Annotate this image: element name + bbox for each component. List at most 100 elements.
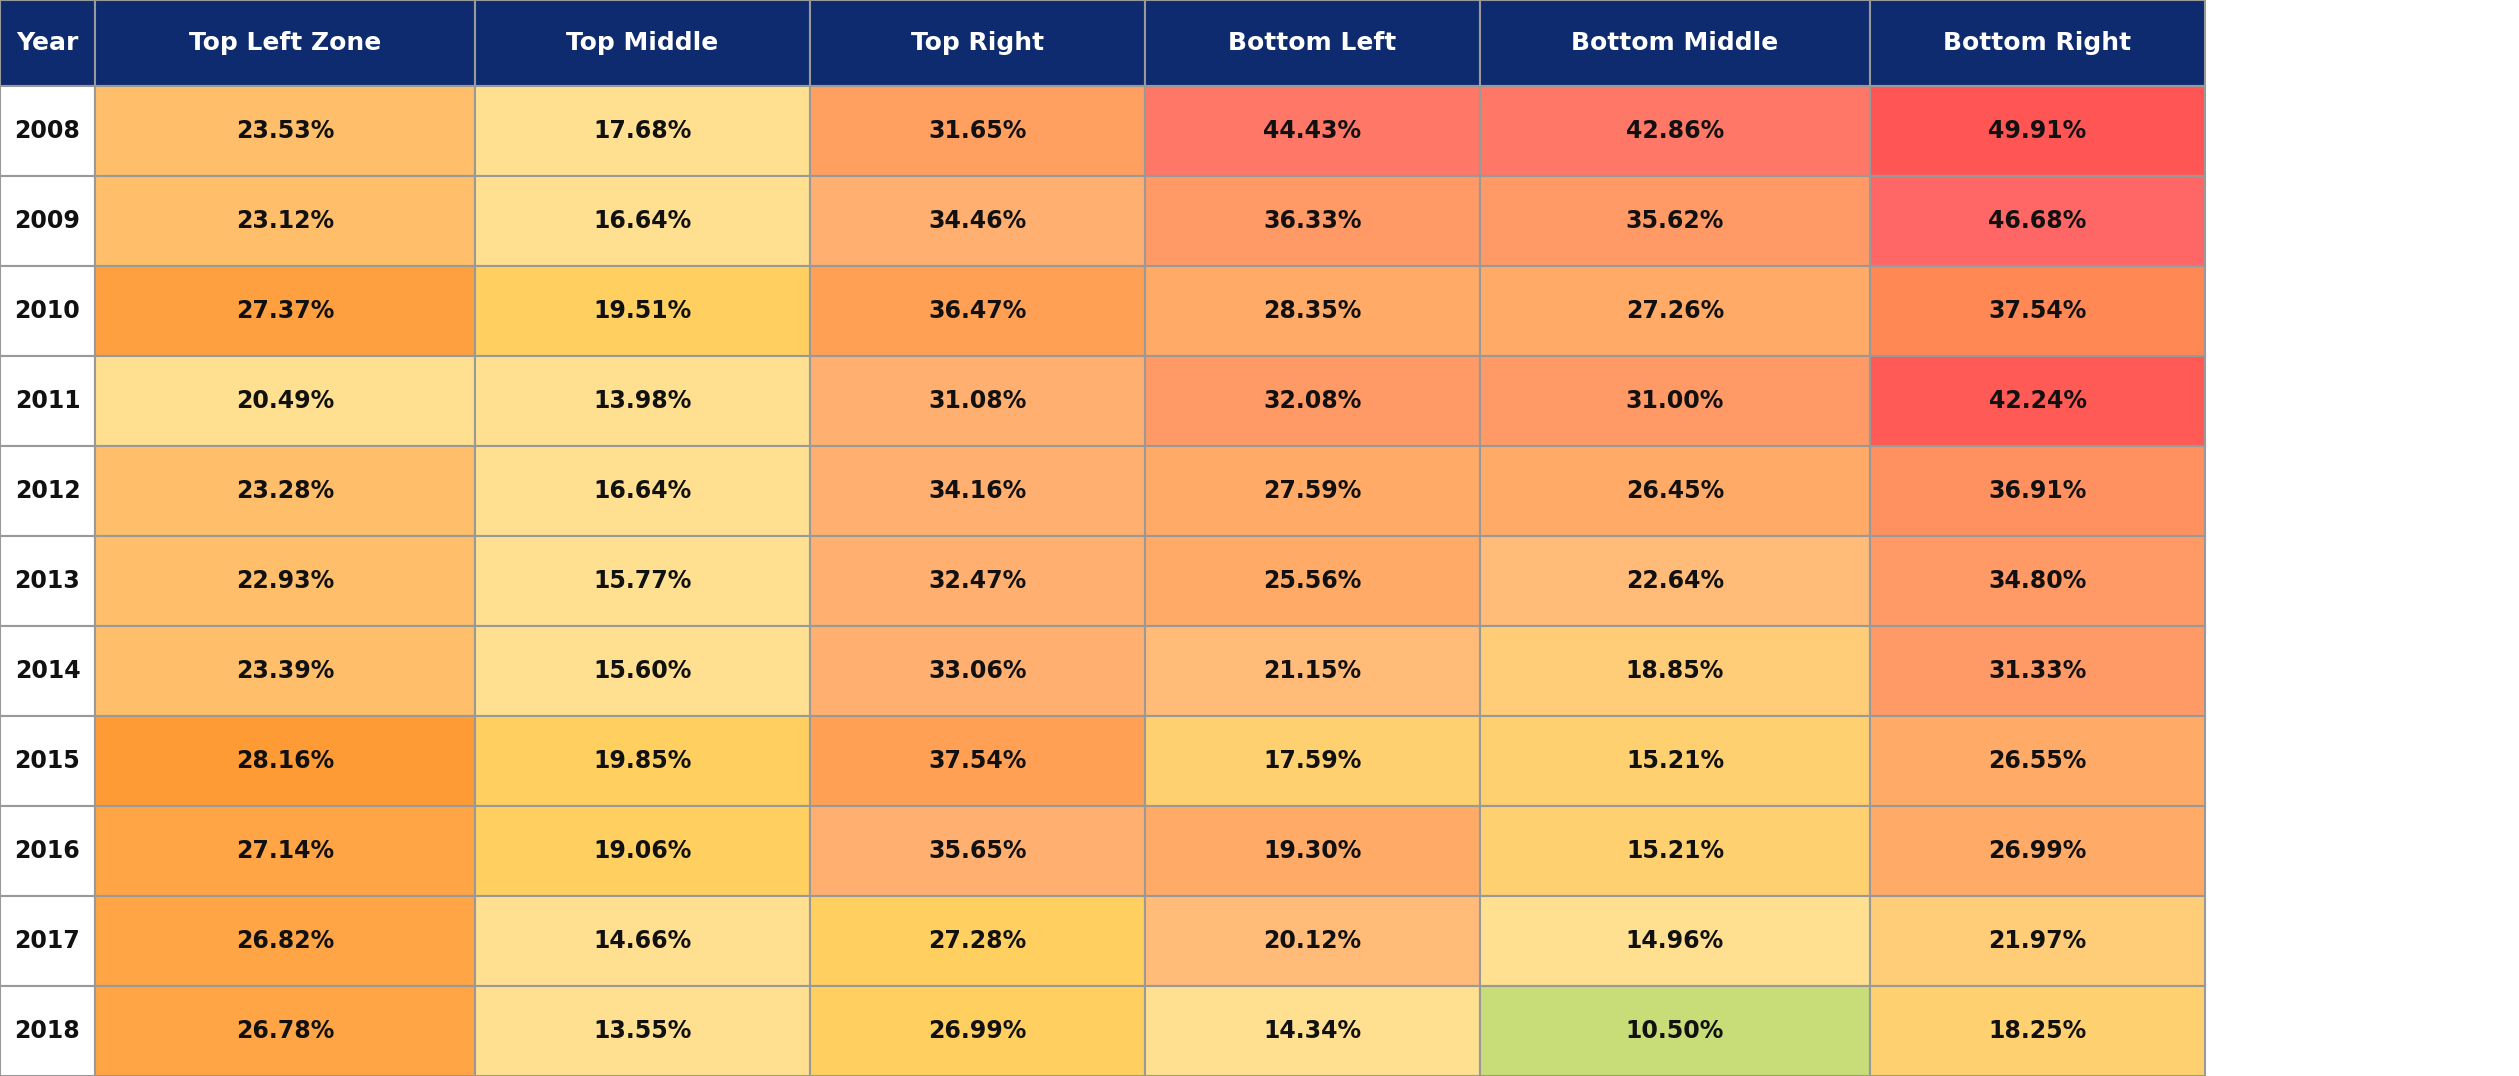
Bar	[1146, 0, 1481, 86]
Bar	[1869, 356, 2204, 445]
Bar	[476, 445, 811, 536]
Text: 32.47%: 32.47%	[930, 569, 1028, 593]
Bar	[476, 986, 811, 1076]
Bar	[96, 0, 476, 86]
Text: 34.46%: 34.46%	[930, 209, 1028, 233]
Bar	[96, 176, 476, 266]
Text: 15.77%: 15.77%	[594, 569, 693, 593]
Text: 18.85%: 18.85%	[1625, 659, 1723, 683]
Text: 26.45%: 26.45%	[1625, 479, 1723, 502]
Bar	[1481, 986, 1869, 1076]
Text: 18.25%: 18.25%	[1987, 1019, 2086, 1043]
Bar	[1869, 176, 2204, 266]
Text: 49.91%: 49.91%	[1987, 119, 2086, 143]
Text: 31.00%: 31.00%	[1625, 390, 1723, 413]
Bar	[96, 626, 476, 716]
Text: 19.30%: 19.30%	[1265, 839, 1363, 863]
Text: 27.14%: 27.14%	[237, 839, 335, 863]
Text: 2016: 2016	[15, 839, 81, 863]
Text: 2017: 2017	[15, 929, 81, 953]
Text: 2015: 2015	[15, 749, 81, 773]
Text: 23.28%: 23.28%	[237, 479, 335, 502]
Bar	[0, 896, 96, 986]
Text: 36.47%: 36.47%	[930, 299, 1028, 323]
Text: 28.35%: 28.35%	[1265, 299, 1363, 323]
Bar	[1146, 716, 1481, 806]
Bar	[96, 806, 476, 896]
Bar	[476, 86, 811, 176]
Text: 42.24%: 42.24%	[1987, 390, 2086, 413]
Bar	[1869, 806, 2204, 896]
Bar	[0, 626, 96, 716]
Bar	[476, 536, 811, 626]
Bar	[96, 356, 476, 445]
Text: 20.12%: 20.12%	[1265, 929, 1363, 953]
Text: 36.91%: 36.91%	[1987, 479, 2086, 502]
Bar	[96, 86, 476, 176]
Text: 25.56%: 25.56%	[1265, 569, 1363, 593]
Text: 31.33%: 31.33%	[1987, 659, 2086, 683]
Text: 22.93%: 22.93%	[237, 569, 335, 593]
Bar	[1146, 806, 1481, 896]
Text: 19.06%: 19.06%	[594, 839, 693, 863]
Bar	[96, 266, 476, 356]
Bar	[476, 356, 811, 445]
Text: 27.37%: 27.37%	[237, 299, 335, 323]
Text: 21.97%: 21.97%	[1987, 929, 2086, 953]
Text: 13.98%: 13.98%	[594, 390, 693, 413]
Bar	[0, 176, 96, 266]
Bar	[1146, 266, 1481, 356]
Bar	[1869, 445, 2204, 536]
Bar	[476, 176, 811, 266]
Text: 14.96%: 14.96%	[1625, 929, 1723, 953]
Bar	[1146, 626, 1481, 716]
Bar	[811, 536, 1146, 626]
Text: 2012: 2012	[15, 479, 81, 502]
Bar	[0, 716, 96, 806]
Text: Top Left Zone: Top Left Zone	[189, 31, 380, 55]
Text: 15.60%: 15.60%	[594, 659, 693, 683]
Bar	[1481, 266, 1869, 356]
Bar	[811, 806, 1146, 896]
Text: 26.99%: 26.99%	[930, 1019, 1028, 1043]
Bar	[1146, 445, 1481, 536]
Bar	[96, 445, 476, 536]
Text: 26.82%: 26.82%	[237, 929, 335, 953]
Bar	[811, 176, 1146, 266]
Bar	[1481, 86, 1869, 176]
Text: 31.08%: 31.08%	[930, 390, 1028, 413]
Text: 17.68%: 17.68%	[594, 119, 693, 143]
Bar	[1146, 356, 1481, 445]
Text: 20.49%: 20.49%	[237, 390, 335, 413]
Bar	[476, 0, 811, 86]
Text: 16.64%: 16.64%	[594, 479, 693, 502]
Text: 27.28%: 27.28%	[930, 929, 1028, 953]
Bar	[1869, 86, 2204, 176]
Bar	[96, 716, 476, 806]
Bar	[811, 0, 1146, 86]
Bar	[1481, 716, 1869, 806]
Text: 33.06%: 33.06%	[927, 659, 1028, 683]
Bar	[1869, 0, 2204, 86]
Bar	[476, 626, 811, 716]
Bar	[0, 445, 96, 536]
Text: 37.54%: 37.54%	[1987, 299, 2086, 323]
Text: 17.59%: 17.59%	[1265, 749, 1363, 773]
Bar	[1481, 176, 1869, 266]
Bar	[811, 896, 1146, 986]
Bar	[811, 266, 1146, 356]
Text: 2011: 2011	[15, 390, 81, 413]
Text: Top Middle: Top Middle	[567, 31, 718, 55]
Text: 28.16%: 28.16%	[237, 749, 335, 773]
Bar	[1146, 896, 1481, 986]
Bar	[0, 356, 96, 445]
Text: 27.59%: 27.59%	[1265, 479, 1363, 502]
Bar	[811, 445, 1146, 536]
Text: 26.78%: 26.78%	[237, 1019, 335, 1043]
Text: 37.54%: 37.54%	[930, 749, 1028, 773]
Bar	[1481, 896, 1869, 986]
Text: 19.51%: 19.51%	[594, 299, 693, 323]
Text: 42.86%: 42.86%	[1625, 119, 1723, 143]
Text: 10.50%: 10.50%	[1625, 1019, 1723, 1043]
Bar	[1481, 626, 1869, 716]
